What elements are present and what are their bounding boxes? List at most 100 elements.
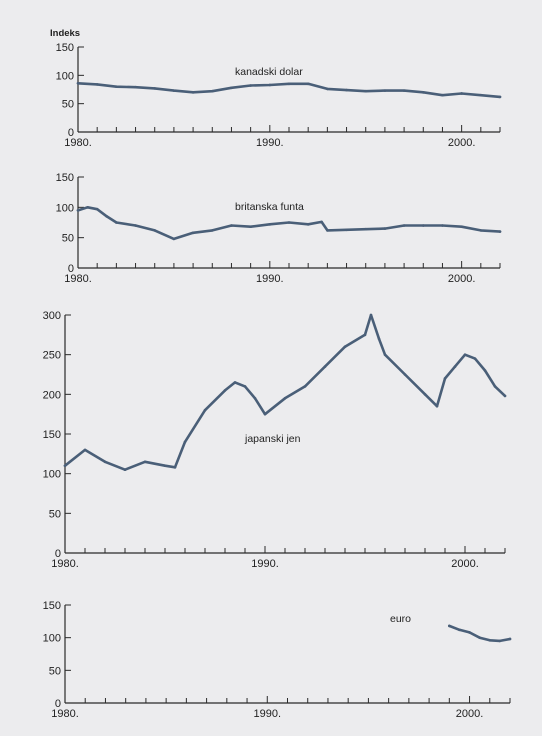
x-tick-label: 1990. [254,708,282,720]
y-tick-label: 0 [55,698,61,710]
data-point [364,227,368,231]
y-tick-label: 150 [43,600,61,612]
y-tick-label: 200 [43,389,61,401]
x-tick-label: 1990. [251,558,279,570]
y-tick-label: 50 [49,665,61,677]
data-point [383,353,387,356]
y-tick-label: 150 [56,172,74,184]
data-point [63,464,67,468]
data-point [172,89,176,92]
data-point [383,89,387,92]
x-tick-label: 1980. [51,708,79,720]
data-point [363,333,367,337]
data-point [345,228,348,232]
data-point [105,215,109,218]
x-tick-label: 1980. [51,558,79,570]
data-point [364,89,368,93]
x-tick-label: 2000. [448,273,476,285]
x-tick-label: 1980. [64,137,92,149]
data-point [230,86,233,90]
y-tick-label: 100 [56,202,74,214]
data-point [249,225,252,229]
data-point [441,93,444,97]
data-point [253,397,257,400]
data-point [95,207,99,211]
data-point [76,209,80,212]
data-point [435,404,439,408]
data-point [233,381,237,384]
data-point [123,468,127,472]
data-point [143,460,147,464]
data-point [402,224,406,227]
data-point [86,206,89,209]
y-tick-label: 0 [68,263,74,275]
data-point [488,638,492,642]
chart-panel-2: 0 50 100 150 1980. 1990. 2000. britanska funta [56,172,502,285]
y-tick-label: 100 [43,633,61,645]
data-point [103,460,107,464]
data-point [493,385,497,388]
data-point [478,636,481,639]
data-point [191,91,195,94]
data-point [468,631,471,634]
y-tick-label: 150 [56,42,74,54]
data-point [369,313,373,317]
data-point [383,227,387,230]
data-point [441,224,444,227]
data-point [460,92,463,95]
y-tick-label: 100 [43,469,61,481]
data-point [498,230,502,233]
y-tick-label: 300 [43,310,61,322]
data-point [421,224,425,227]
data-point [191,231,195,235]
data-point [498,95,502,99]
data-point [326,229,329,232]
series-line [63,313,507,472]
data-point [453,365,457,368]
x-tick-label: 2000. [456,708,484,720]
chart-panel-3: 0 50 100 150 200 250 300 1980. 1990. 2000. japansk… [43,310,507,570]
y-axis-title: Indeks [50,28,80,39]
data-point [183,440,187,444]
data-point [83,448,87,452]
data-point [115,221,118,224]
data-point [283,397,287,400]
y-tick-label: 0 [55,548,61,560]
x-tick-label: 1990. [256,137,284,149]
series-label: kanadski dolar [235,66,303,78]
data-point [287,221,291,224]
data-point [173,466,177,469]
x-tick-label: 2000. [451,558,479,570]
data-point [76,81,80,85]
data-point [243,385,247,388]
series-label: euro [390,613,411,625]
x-tick-label: 2000. [448,137,476,149]
data-point [463,353,467,356]
data-point [223,389,227,392]
series-line [76,206,502,241]
data-point [479,93,483,97]
data-point [421,91,425,94]
y-tick-label: 50 [49,508,61,520]
data-point [153,87,157,90]
series-line [76,82,502,99]
data-point [153,229,157,232]
data-point [203,408,207,412]
data-point [320,220,323,224]
data-point [403,373,407,376]
data-point [423,393,427,396]
data-point [448,624,451,628]
data-point [268,223,272,226]
data-point [134,85,137,89]
data-point [402,89,406,92]
x-tick-label: 1990. [256,273,284,285]
y-tick-label: 50 [62,99,74,111]
data-point [163,464,167,468]
data-point [458,628,461,632]
data-point [483,369,487,372]
y-tick-label: 0 [68,127,74,139]
data-point [343,345,347,349]
data-point [249,84,252,87]
y-tick-label: 150 [43,429,61,441]
